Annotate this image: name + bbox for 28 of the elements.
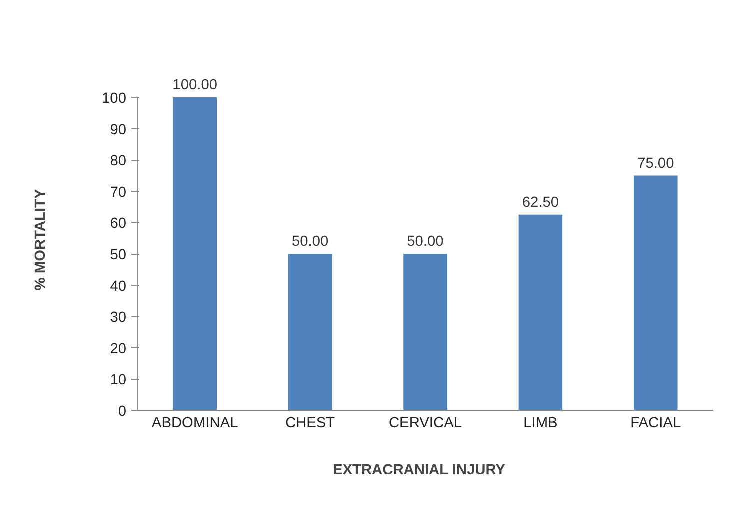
- x-tick-label: CHEST: [285, 416, 336, 432]
- y-tick-label: 60: [110, 216, 127, 232]
- y-tick-label: 30: [110, 310, 127, 326]
- y-axis-title: % MORTALITY: [33, 189, 50, 291]
- bar: [288, 254, 332, 410]
- x-tick-label: FACIAL: [630, 416, 682, 432]
- y-tick-label: 90: [110, 122, 127, 138]
- x-axis-title: EXTRACRANIAL INJURY: [332, 462, 506, 478]
- y-tick-label: 20: [110, 341, 127, 358]
- data-label: 50.00: [407, 234, 444, 250]
- bar: [634, 176, 678, 410]
- y-tick-label: 0: [118, 404, 127, 420]
- y-tick-label: 100: [102, 91, 127, 107]
- bar: [404, 254, 448, 410]
- y-tick-label: 80: [110, 154, 127, 170]
- x-tick-label: LIMB: [524, 416, 558, 432]
- data-label: 62.50: [522, 194, 560, 211]
- y-tick-label: 70: [110, 184, 127, 201]
- data-label: 50.00: [292, 234, 329, 250]
- bar: [173, 98, 217, 410]
- data-label: 75.00: [638, 156, 674, 172]
- bar: [518, 214, 563, 410]
- y-tick-label: 50: [110, 248, 127, 264]
- x-tick-label: CERVICAL: [388, 416, 462, 432]
- x-tick-label: ABDOMINAL: [152, 416, 238, 432]
- y-tick-label: 40: [110, 278, 127, 295]
- y-tick-label: 10: [110, 372, 127, 389]
- data-label: 100.00: [172, 78, 218, 94]
